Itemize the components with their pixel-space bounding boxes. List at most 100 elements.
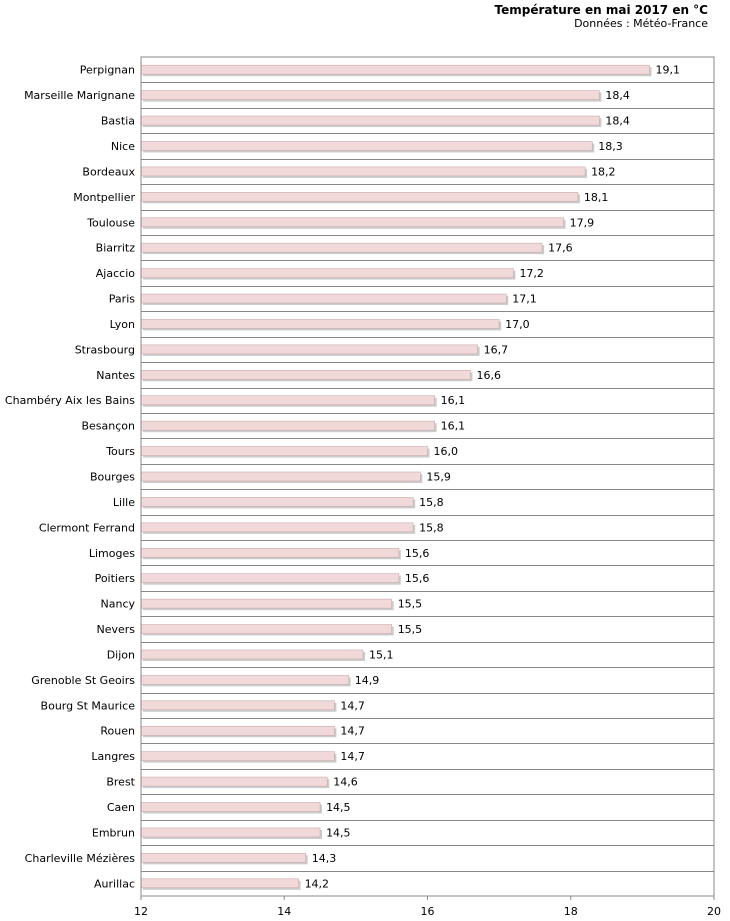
value-label: 18,3 [598,140,623,153]
bar [140,700,335,711]
bar [140,217,564,228]
bar [140,115,600,126]
bar [140,319,500,329]
chart-subtitle: Données : Météo-France [574,17,708,30]
bar [140,649,364,660]
bar [140,853,307,863]
category-label: Ajaccio [96,267,135,280]
category-label: Biarritz [96,242,136,255]
value-label: 15,5 [398,623,423,636]
category-label: Bastia [101,115,135,128]
value-label: 14,7 [340,699,365,712]
category-label: Marseille Marignane [24,89,135,102]
bar [140,573,400,583]
value-label: 18,4 [605,115,630,128]
bar [140,725,335,736]
category-label: Charleville Mézières [25,852,136,865]
bar [140,242,543,253]
value-label: 14,5 [326,801,351,814]
x-tick-label: 12 [134,905,148,918]
value-label: 14,7 [340,725,365,738]
value-label: 19,1 [656,64,681,77]
category-label: Langres [91,750,135,763]
category-label: Aurillac [94,877,135,890]
category-label: Dijon [107,648,135,661]
value-label: 15,9 [426,471,451,484]
bar [140,293,507,304]
x-tick-label: 18 [564,905,578,918]
value-label: 17,6 [548,242,573,255]
category-label: Montpellier [73,191,135,204]
bar [140,878,299,889]
category-label: Nevers [96,623,135,636]
category-label: Rouen [100,725,135,738]
category-label: Bourges [90,471,135,484]
bar [140,547,400,558]
bar [140,420,435,431]
bar [140,64,650,75]
value-label: 15,6 [405,572,430,585]
category-label: Clermont Ferrand [39,521,135,534]
x-tick-label: 20 [707,905,721,918]
category-label: Embrun [92,826,135,839]
bar [140,497,414,507]
category-label: Strasbourg [75,343,135,356]
category-label: Besançon [81,420,135,433]
category-label: Limoges [89,547,135,560]
bar [140,141,593,151]
value-label: 17,1 [512,293,537,306]
x-tick-label: 14 [277,905,291,918]
value-label: 17,9 [570,216,595,229]
category-label: Chambéry Aix les Bains [5,394,135,407]
chart-title: Température en mai 2017 en °C [494,3,709,17]
value-label: 15,8 [419,496,444,509]
value-label: 16,0 [434,445,459,458]
category-label: Paris [109,293,135,306]
value-label: 15,6 [405,547,430,560]
bar [140,776,328,787]
bar [140,751,335,761]
value-label: 17,0 [505,318,530,331]
category-label: Bourg St Maurice [41,699,136,712]
value-label: 16,6 [476,369,501,382]
value-label: 14,7 [340,750,365,763]
bar [140,598,392,609]
value-label: 18,1 [584,191,609,204]
value-label: 17,2 [519,267,544,280]
value-label: 18,2 [591,165,616,178]
category-label: Nantes [96,369,135,382]
bar [140,344,478,355]
bar [140,268,514,278]
value-label: 14,3 [312,852,337,865]
bar [140,522,414,533]
value-label: 16,1 [441,394,466,407]
value-label: 14,2 [305,877,330,890]
category-label: Lille [113,496,135,509]
value-label: 16,1 [441,420,466,433]
value-label: 14,6 [333,776,358,789]
bar [140,471,421,482]
value-label: 16,7 [484,343,509,356]
value-label: 18,4 [605,89,630,102]
category-label: Tours [105,445,135,458]
bar [140,446,428,456]
category-label: Nancy [101,598,136,611]
bar [140,624,392,634]
value-label: 15,5 [398,598,423,611]
value-label: 15,8 [419,521,444,534]
bar [140,802,321,812]
bar [140,166,586,177]
category-label: Grenoble St Geoirs [31,674,135,687]
bar [140,192,579,202]
category-label: Poitiers [95,572,136,585]
bar [140,827,321,838]
category-label: Caen [107,801,135,814]
bar [140,395,435,406]
x-tick-label: 16 [421,905,435,918]
category-label: Lyon [110,318,135,331]
value-label: 14,5 [326,826,351,839]
category-label: Bordeaux [82,165,135,178]
bar [140,370,471,380]
value-label: 15,1 [369,648,394,661]
